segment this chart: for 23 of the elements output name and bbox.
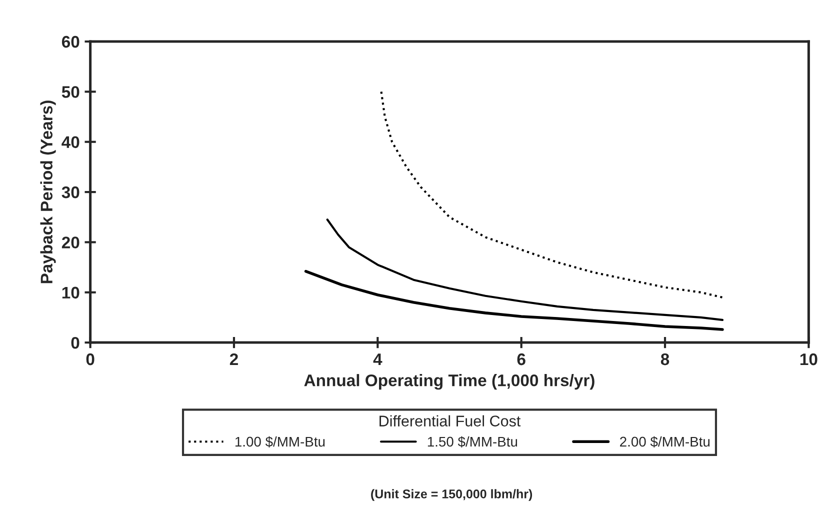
x-tick-label: 4 xyxy=(373,354,382,366)
line-series xyxy=(380,90,724,298)
x-tick-label: 6 xyxy=(517,353,526,366)
x-tick-label: 2 xyxy=(230,353,238,366)
y-tick-label: 0 xyxy=(71,336,80,349)
x-tick-label: 10 xyxy=(800,353,818,366)
y-tick-label: 50 xyxy=(62,86,80,98)
legend-label: 2.00 $/MM-Btu xyxy=(620,436,710,448)
x-tick-label: 8 xyxy=(660,353,670,366)
line-series xyxy=(304,270,724,331)
y-tick-label: 20 xyxy=(62,236,80,248)
x-axis-title: Annual Operating Time (1,000 hrs/yr) xyxy=(304,374,594,390)
y-axis-title: Payback Period (Years) xyxy=(40,100,56,284)
x-tick-label: 0 xyxy=(86,353,94,366)
legend-title: Differential Fuel Cost xyxy=(380,415,521,426)
text: (Unit Size = 150,000 lbm/hr) xyxy=(371,489,532,501)
y-tick-label: 30 xyxy=(62,186,80,198)
y-tick-label: 40 xyxy=(62,136,80,148)
legend-label: 1.00 $/MM-Btu xyxy=(235,436,325,448)
y-tick-label: 60 xyxy=(62,36,80,48)
line-series xyxy=(326,218,724,322)
y-tick-label: 10 xyxy=(62,286,80,299)
legend-label: 1.50 $/MM-Btu xyxy=(428,436,518,448)
